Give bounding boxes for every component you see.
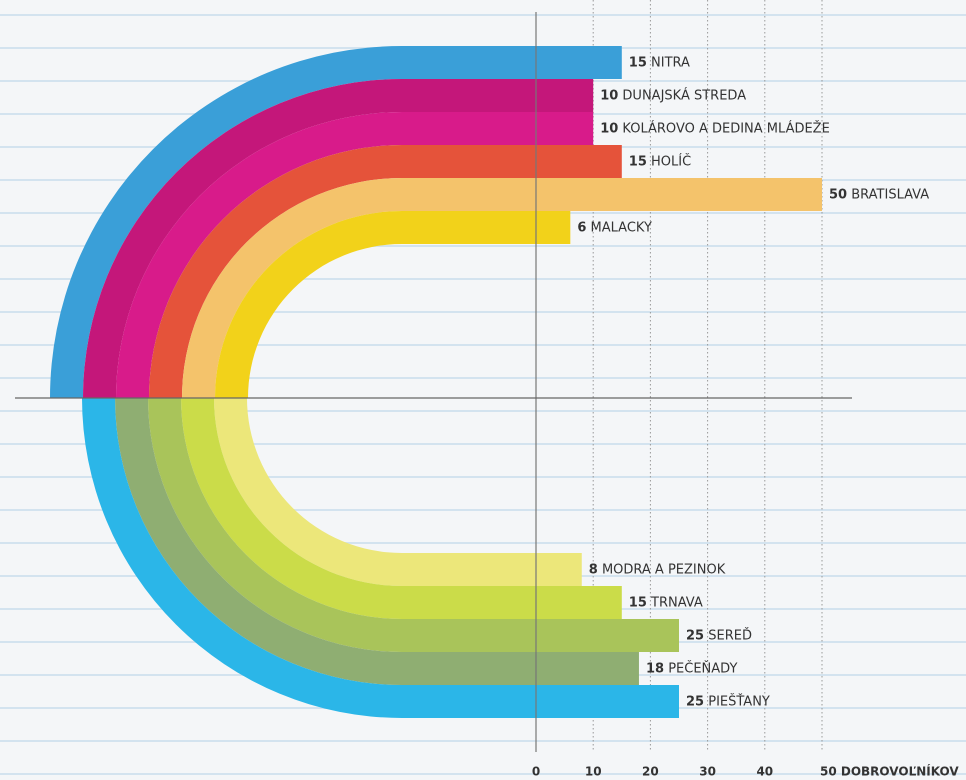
x-tick-label: 50 DOBROVOĽNÍKOV xyxy=(820,764,959,779)
value-label: 15 xyxy=(629,595,647,610)
value-label: 6 xyxy=(577,220,586,235)
value-label: 25 xyxy=(686,628,704,643)
x-tick-label: 10 xyxy=(585,765,602,779)
bar-label: 25 SEREĎ xyxy=(686,627,752,643)
bar-label: 15 TRNAVA xyxy=(629,595,703,610)
bar-label: 15 NITRA xyxy=(629,55,690,70)
arc-bar xyxy=(215,211,571,398)
arc-bar xyxy=(115,398,639,685)
category-label: MALACKY xyxy=(591,220,652,235)
arc-bar xyxy=(83,79,594,398)
bar-label: 18 PEČEŇADY xyxy=(646,660,737,676)
category-label: HOLÍČ xyxy=(651,153,691,169)
value-label: 50 xyxy=(829,187,847,202)
bar-label: 50 BRATISLAVA xyxy=(829,187,929,202)
category-label: PEČEŇADY xyxy=(668,660,737,676)
arc-bar xyxy=(148,398,679,652)
value-label: 18 xyxy=(646,661,664,676)
bar-label: 10 DUNAJSKÁ STREDA xyxy=(600,87,746,103)
arc-bar xyxy=(181,398,622,619)
bar-label: 10 KOLÁROVO A DEDINA MLÁDEŽE xyxy=(600,120,830,136)
category-label: TRNAVA xyxy=(650,595,703,610)
category-label: BRATISLAVA xyxy=(851,187,929,202)
arc-bar xyxy=(50,46,622,398)
arc-bar xyxy=(214,398,582,586)
arc-bar xyxy=(182,178,822,398)
arc-bar xyxy=(82,398,679,718)
category-label: MODRA A PEZINOK xyxy=(602,562,726,577)
value-label: 8 xyxy=(589,562,598,577)
x-tick-label: 40 xyxy=(756,765,773,779)
category-label: PIEŠŤANY xyxy=(708,693,770,709)
value-label: 15 xyxy=(629,55,647,70)
arc-bar xyxy=(116,112,594,398)
arc-bar xyxy=(149,145,622,398)
category-label: NITRA xyxy=(651,55,690,70)
category-label: KOLÁROVO A DEDINA MLÁDEŽE xyxy=(622,120,829,136)
x-tick-label: 30 xyxy=(699,765,716,779)
category-label: SEREĎ xyxy=(708,627,752,643)
value-label: 10 xyxy=(600,121,618,136)
value-label: 25 xyxy=(686,694,704,709)
x-tick-label: 20 xyxy=(642,765,659,779)
value-label: 15 xyxy=(629,154,647,169)
category-label: DUNAJSKÁ STREDA xyxy=(622,87,746,103)
bar-label: 25 PIEŠŤANY xyxy=(686,693,770,709)
value-label: 10 xyxy=(600,88,618,103)
bar-label: 6 MALACKY xyxy=(577,220,652,235)
bar-label: 8 MODRA A PEZINOK xyxy=(589,562,726,577)
bar-label: 15 HOLÍČ xyxy=(629,153,691,169)
x-tick-label: 0 xyxy=(532,765,540,779)
